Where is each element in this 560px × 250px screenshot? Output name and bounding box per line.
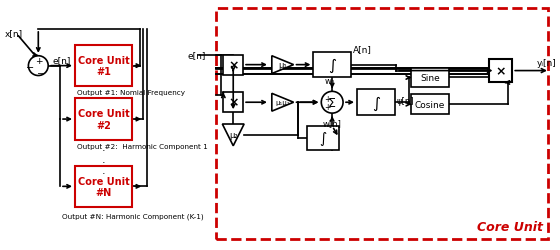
FancyBboxPatch shape <box>223 93 243 113</box>
Text: ∫: ∫ <box>372 95 380 110</box>
Text: w₀: w₀ <box>325 77 335 86</box>
Text: Core Unit
#2: Core Unit #2 <box>78 109 129 130</box>
Text: ×: × <box>228 96 239 109</box>
Text: −: − <box>35 68 43 77</box>
Text: ∫: ∫ <box>328 58 336 73</box>
FancyBboxPatch shape <box>412 68 449 88</box>
FancyBboxPatch shape <box>75 99 132 140</box>
FancyBboxPatch shape <box>357 90 394 116</box>
Polygon shape <box>272 94 293 112</box>
Text: μ₂: μ₂ <box>229 131 237 140</box>
Text: μ₁μ₂: μ₁μ₂ <box>276 100 290 106</box>
Polygon shape <box>272 56 293 74</box>
Text: e[n]: e[n] <box>187 51 206 60</box>
Text: A[n]: A[n] <box>353 45 372 54</box>
Circle shape <box>29 56 48 76</box>
FancyBboxPatch shape <box>75 46 132 87</box>
Text: μ₁: μ₁ <box>278 61 287 70</box>
Text: Output #N: Harmonic Component (K-1): Output #N: Harmonic Component (K-1) <box>62 213 204 220</box>
Text: ×: × <box>495 65 506 78</box>
Text: Core Unit
#N: Core Unit #N <box>78 176 129 197</box>
Text: Sine: Sine <box>420 74 440 83</box>
Text: ∫: ∫ <box>320 131 327 145</box>
Text: Cosine: Cosine <box>415 100 445 109</box>
Text: Core Unit
#1: Core Unit #1 <box>78 56 129 77</box>
Text: ·
·
·: · · · <box>102 146 105 178</box>
Text: Σ: Σ <box>328 96 336 109</box>
FancyBboxPatch shape <box>307 126 339 150</box>
FancyBboxPatch shape <box>223 56 243 75</box>
Text: Core Unit: Core Unit <box>477 220 543 234</box>
FancyBboxPatch shape <box>488 60 512 83</box>
Text: ×: × <box>228 59 239 72</box>
Text: ψ[n]: ψ[n] <box>396 96 414 105</box>
Text: Output #2:  Harmonic Component 1: Output #2: Harmonic Component 1 <box>77 143 208 149</box>
FancyBboxPatch shape <box>314 52 351 78</box>
FancyBboxPatch shape <box>75 166 132 207</box>
Text: Output #1: Nomial Frequency: Output #1: Nomial Frequency <box>77 90 185 96</box>
Text: +: + <box>324 94 330 103</box>
Circle shape <box>321 92 343 114</box>
Text: x[n]: x[n] <box>4 29 23 38</box>
Text: e[n]: e[n] <box>52 56 71 65</box>
Text: +: + <box>35 57 43 66</box>
FancyBboxPatch shape <box>412 95 449 115</box>
Polygon shape <box>222 124 244 146</box>
FancyBboxPatch shape <box>216 9 548 239</box>
Text: w[n]: w[n] <box>323 119 342 128</box>
Text: +: + <box>324 102 330 111</box>
Text: yᵢ[n]: yᵢ[n] <box>537 59 557 68</box>
Text: −: − <box>26 62 35 72</box>
